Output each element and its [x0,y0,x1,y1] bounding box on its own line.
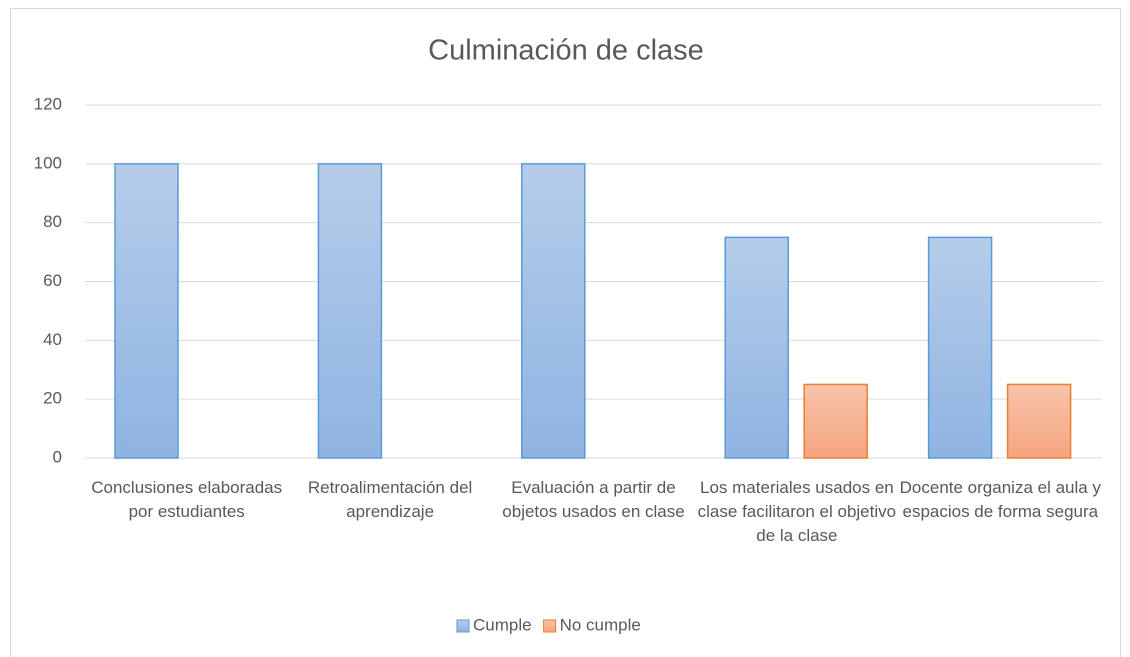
y-tick-label: 120 [34,94,62,113]
x-tick-label: Los materiales usados en clase facilitar… [697,478,897,545]
legend-swatch [456,619,470,633]
x-tick-label-box: Docente organiza el aula y espacios de f… [899,478,1101,521]
x-tick-label: Conclusiones elaboradas por estudiantes [91,478,283,521]
bar [1006,383,1072,459]
bar [521,163,586,459]
bar [724,236,789,459]
legend-swatch [543,619,557,633]
chart-title: Culminación de clase [428,35,704,67]
legend-label: Cumple [473,615,532,634]
bar [114,163,179,459]
bar [927,236,993,459]
bar [317,163,383,459]
x-tick-label-box: Los materiales usados en clase facilitar… [697,478,897,545]
x-tick-label: Evaluación a partir de objetos usados en… [502,478,685,521]
x-tick-label-box: Conclusiones elaboradas por estudiantes [91,478,283,521]
x-tick-label: Docente organiza el aula y espacios de f… [899,478,1101,521]
y-tick-label: 20 [43,389,62,408]
bar [803,383,868,459]
y-tick-label: 80 [43,212,62,231]
y-tick-label: 0 [53,447,62,466]
x-tick-label: Retroalimentación del aprendizaje [307,478,473,521]
y-tick-label: 60 [43,271,62,290]
x-tick-label-box: Retroalimentación del aprendizaje [307,478,473,521]
legend-label: No cumple [560,615,641,634]
y-tick-label: 100 [34,153,62,172]
x-tick-label-box: Evaluación a partir de objetos usados en… [502,478,685,521]
y-tick-label: 40 [43,330,62,349]
